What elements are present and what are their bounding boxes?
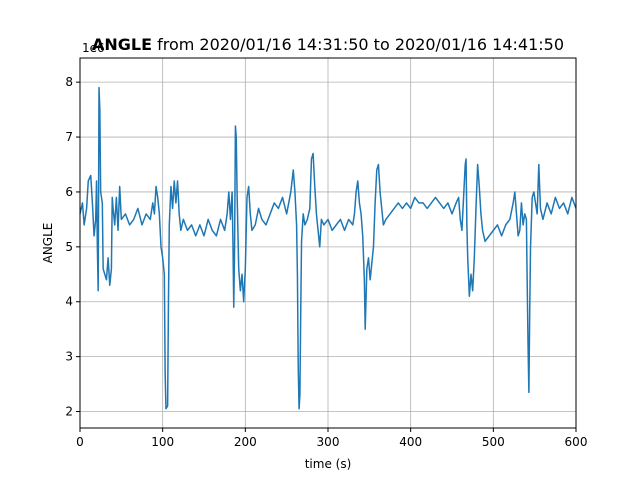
y-tick-label: 4 (65, 295, 73, 309)
offset-text: 1e6 (82, 41, 105, 55)
chart-title: ANGLE from 2020/01/16 14:31:50 to 2020/0… (92, 35, 564, 54)
y-tick-label: 7 (65, 130, 73, 144)
y-axis-label: ANGLE (41, 223, 55, 264)
x-tick-label: 300 (317, 435, 340, 449)
y-tick-label: 3 (65, 350, 73, 364)
x-axis-label: time (s) (305, 457, 352, 471)
y-tick-label: 5 (65, 240, 73, 254)
x-tick-label: 200 (234, 435, 257, 449)
y-tick-label: 2 (65, 405, 73, 419)
y-tick-label: 8 (65, 75, 73, 89)
x-tick-label: 600 (565, 435, 588, 449)
x-tick-label: 100 (151, 435, 174, 449)
line-series (79, 86, 577, 410)
title-bold: ANGLE (92, 35, 152, 54)
title-rest: from 2020/01/16 14:31:50 to 2020/01/16 1… (157, 35, 564, 54)
x-tick-label: 400 (399, 435, 422, 449)
y-tick-label: 6 (65, 185, 73, 199)
x-tick-label: 0 (76, 435, 84, 449)
x-tick-label: 500 (482, 435, 505, 449)
plot-frame (79, 57, 577, 429)
